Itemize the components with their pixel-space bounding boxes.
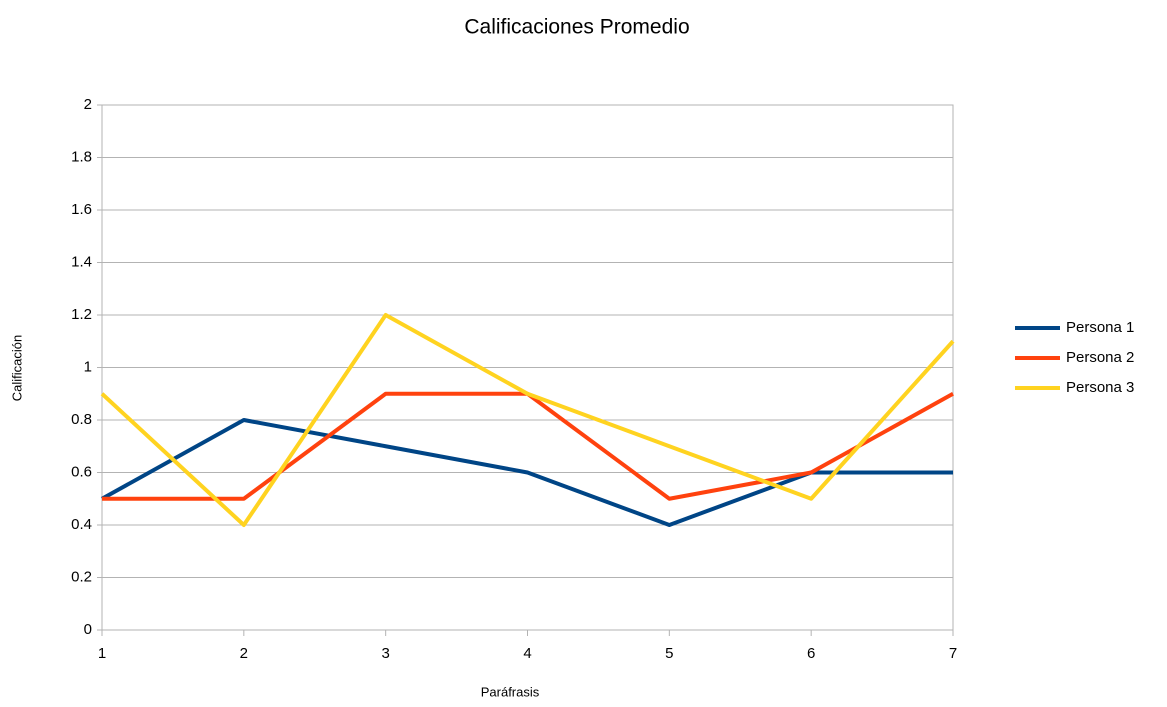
y-tick-label: 0.2	[71, 568, 92, 585]
series-line	[100, 313, 955, 527]
x-tick-label: 2	[240, 645, 248, 662]
y-tick-label: 2	[84, 96, 92, 113]
x-tick-label: 3	[381, 645, 389, 662]
x-tick-label: 5	[665, 645, 673, 662]
x-tick-label: 4	[523, 645, 531, 662]
y-tick-label: 0	[84, 621, 92, 638]
legend-label: Persona 3	[1066, 379, 1134, 396]
x-axis-label: Paráfrasis	[481, 684, 540, 699]
y-tick-label: 1.4	[71, 253, 92, 270]
y-tick-label: 1.2	[71, 306, 92, 323]
x-tick-label: 6	[807, 645, 815, 662]
y-tick-label: 0.8	[71, 411, 92, 428]
y-axis-label: Calificación	[9, 335, 24, 401]
chart-title: Calificaciones Promedio	[464, 16, 689, 39]
x-tick-label: 7	[949, 645, 957, 662]
y-tick-label: 0.4	[71, 516, 92, 533]
y-tick-label: 0.6	[71, 463, 92, 480]
y-tick-label: 1.6	[71, 201, 92, 218]
y-tick-label: 1	[84, 358, 92, 375]
x-tick-label: 1	[98, 645, 106, 662]
legend-label: Persona 2	[1066, 349, 1134, 366]
legend-label: Persona 1	[1066, 319, 1134, 336]
y-tick-label: 1.8	[71, 148, 92, 165]
